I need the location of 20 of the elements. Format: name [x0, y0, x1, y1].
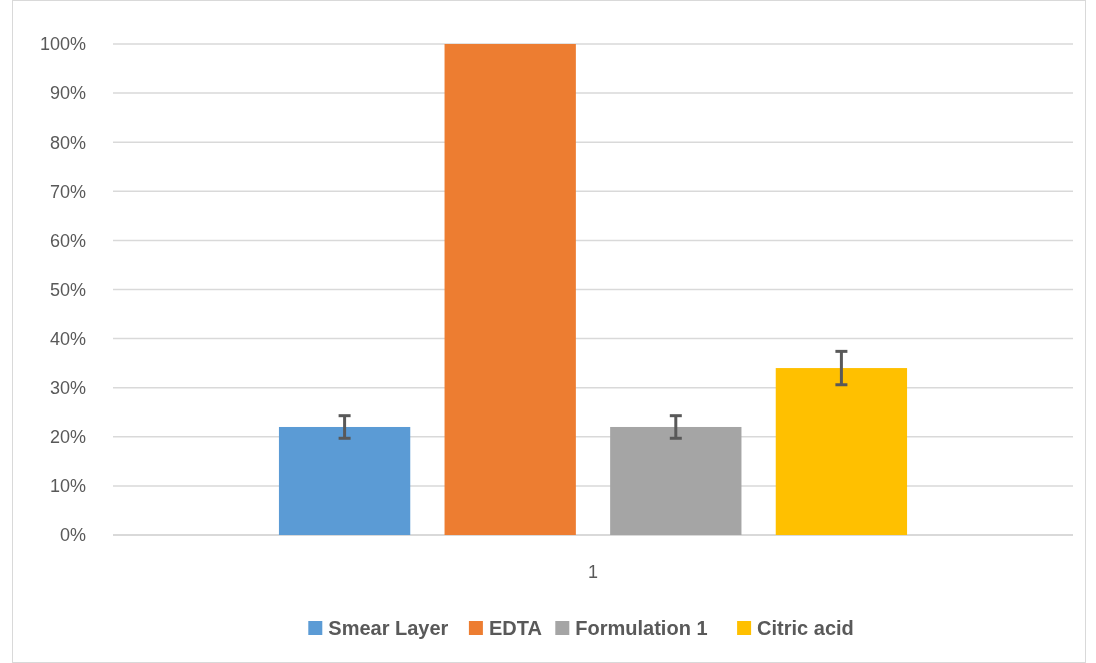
bar: [278, 426, 411, 535]
y-tick-label: 0%: [59, 525, 86, 546]
y-tick-label: 70%: [49, 181, 86, 202]
y-tick-label: 10%: [49, 476, 86, 497]
legend-label: Citric acid: [757, 617, 854, 639]
bar: [610, 426, 742, 535]
legend-label: Smear Layer: [328, 617, 449, 639]
legend-label: Formulation 1: [575, 617, 708, 639]
y-tick-label: 50%: [49, 279, 86, 300]
y-tick-label: 90%: [49, 83, 86, 104]
y-tick-label: 60%: [49, 230, 86, 251]
y-tick-label: 20%: [49, 427, 86, 448]
x-tick-label: 1: [587, 562, 599, 582]
bar: [444, 44, 576, 535]
y-tick-label: 100%: [39, 34, 86, 55]
y-tick-label: 30%: [49, 378, 86, 398]
y-tick-label: 80%: [49, 132, 86, 153]
y-tick-label: 40%: [49, 328, 86, 349]
bar: [775, 368, 908, 535]
legend-label: EDTA: [488, 617, 542, 639]
